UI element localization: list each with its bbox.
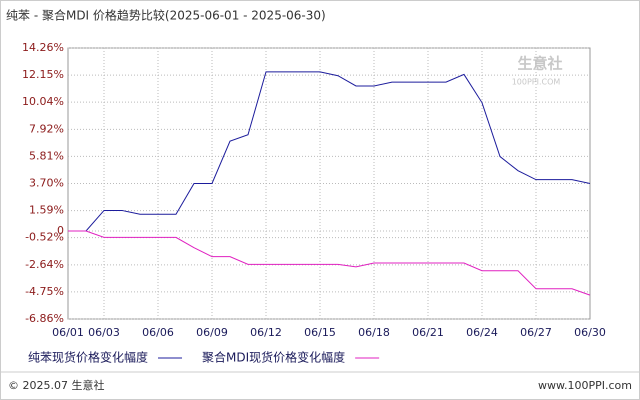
x-tick-label: 06/30	[574, 326, 606, 339]
x-tick-label: 06/18	[358, 326, 390, 339]
y-tick-label: 12.15%	[22, 68, 64, 81]
chart-title: 纯苯 - 聚合MDI 价格趋势比较(2025-06-01 - 2025-06-3…	[6, 8, 326, 23]
y-tick-label: -6.86%	[25, 312, 64, 325]
y-tick-label: 5.81%	[29, 149, 64, 162]
x-tick-label: 06/15	[304, 326, 336, 339]
legend-label: 聚合MDI现货价格变化幅度	[202, 350, 345, 365]
y-tick-label: 0	[57, 224, 64, 237]
x-tick-label: 06/27	[520, 326, 552, 339]
x-tick-label: 06/01	[52, 326, 84, 339]
footer-left: © 2025.07 生意社	[8, 378, 104, 392]
y-tick-label: 14.26%	[22, 41, 64, 54]
x-tick-label: 06/12	[250, 326, 282, 339]
y-tick-label: -4.75%	[25, 285, 64, 298]
x-tick-label: 06/06	[142, 326, 174, 339]
series-line	[68, 230, 591, 296]
footer-right: www.100PPI.com	[538, 379, 632, 392]
x-tick-label: 06/09	[196, 326, 228, 339]
y-tick-label: 3.70%	[29, 177, 64, 190]
x-tick-label: 06/03	[88, 326, 120, 339]
y-tick-label: 1.59%	[29, 204, 64, 217]
x-tick-label: 06/21	[412, 326, 444, 339]
y-tick-label: -2.64%	[25, 258, 64, 271]
legend-label: 纯苯现货价格变化幅度	[28, 350, 148, 365]
y-tick-label: 10.04%	[22, 95, 64, 108]
x-tick-label: 06/24	[466, 326, 498, 339]
y-tick-label: 7.92%	[29, 122, 64, 135]
y-tick-label: -0.52%	[25, 231, 64, 244]
series-line	[68, 71, 591, 232]
watermark: 生意社	[517, 55, 562, 73]
